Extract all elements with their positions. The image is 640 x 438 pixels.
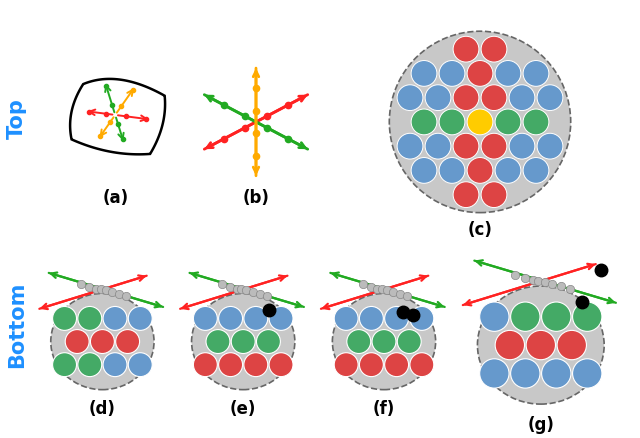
Circle shape <box>557 331 586 360</box>
Circle shape <box>244 307 268 331</box>
Circle shape <box>523 158 549 184</box>
Circle shape <box>269 307 293 331</box>
Circle shape <box>397 85 423 111</box>
Text: (d): (d) <box>89 399 116 417</box>
Circle shape <box>523 110 549 135</box>
Text: (e): (e) <box>230 399 257 417</box>
Circle shape <box>411 61 437 87</box>
Circle shape <box>90 330 115 354</box>
Circle shape <box>439 110 465 135</box>
Circle shape <box>453 37 479 63</box>
Circle shape <box>347 330 371 354</box>
Circle shape <box>495 331 525 360</box>
Circle shape <box>385 307 408 331</box>
Circle shape <box>537 134 563 160</box>
Circle shape <box>411 110 437 135</box>
Circle shape <box>360 307 383 331</box>
Circle shape <box>397 330 421 354</box>
Circle shape <box>453 134 479 160</box>
Polygon shape <box>70 80 165 155</box>
Circle shape <box>193 307 218 331</box>
Circle shape <box>467 158 493 184</box>
Circle shape <box>410 353 434 377</box>
Circle shape <box>389 32 571 213</box>
Circle shape <box>481 85 507 111</box>
Circle shape <box>269 353 293 377</box>
Circle shape <box>541 302 571 332</box>
Circle shape <box>439 61 465 87</box>
Text: Top: Top <box>6 98 27 139</box>
Circle shape <box>219 307 243 331</box>
Ellipse shape <box>477 286 604 404</box>
Circle shape <box>509 134 535 160</box>
Circle shape <box>537 85 563 111</box>
Text: (a): (a) <box>102 189 128 207</box>
Text: Bottom: Bottom <box>6 281 27 367</box>
Circle shape <box>573 302 602 332</box>
Circle shape <box>425 134 451 160</box>
Circle shape <box>219 353 243 377</box>
Circle shape <box>128 353 152 377</box>
Circle shape <box>495 110 521 135</box>
Circle shape <box>467 110 493 135</box>
Circle shape <box>481 182 507 208</box>
Text: (f): (f) <box>373 399 395 417</box>
Text: (g): (g) <box>527 415 554 433</box>
Circle shape <box>206 330 230 354</box>
Circle shape <box>453 182 479 208</box>
Circle shape <box>453 85 479 111</box>
Ellipse shape <box>51 294 154 390</box>
Circle shape <box>410 307 434 331</box>
Circle shape <box>103 353 127 377</box>
Circle shape <box>425 85 451 111</box>
Circle shape <box>511 302 540 332</box>
Circle shape <box>479 302 509 332</box>
Circle shape <box>52 307 77 331</box>
Circle shape <box>193 353 218 377</box>
Circle shape <box>385 353 408 377</box>
Circle shape <box>334 353 358 377</box>
Text: (c): (c) <box>468 221 492 239</box>
Circle shape <box>526 331 556 360</box>
Circle shape <box>128 307 152 331</box>
Circle shape <box>103 307 127 331</box>
Circle shape <box>65 330 89 354</box>
Ellipse shape <box>332 294 436 390</box>
Circle shape <box>509 85 535 111</box>
Circle shape <box>244 353 268 377</box>
Circle shape <box>481 134 507 160</box>
Circle shape <box>52 353 77 377</box>
Circle shape <box>411 158 437 184</box>
Circle shape <box>481 37 507 63</box>
Circle shape <box>257 330 280 354</box>
Circle shape <box>495 61 521 87</box>
Circle shape <box>372 330 396 354</box>
Circle shape <box>573 359 602 388</box>
Circle shape <box>439 158 465 184</box>
Circle shape <box>116 330 140 354</box>
Circle shape <box>360 353 383 377</box>
Circle shape <box>511 359 540 388</box>
Circle shape <box>334 307 358 331</box>
Circle shape <box>397 134 423 160</box>
Ellipse shape <box>191 294 295 390</box>
Circle shape <box>467 61 493 87</box>
Text: (b): (b) <box>243 189 269 207</box>
Circle shape <box>523 61 549 87</box>
Circle shape <box>495 158 521 184</box>
Circle shape <box>78 353 102 377</box>
Circle shape <box>78 307 102 331</box>
Circle shape <box>231 330 255 354</box>
Circle shape <box>541 359 571 388</box>
Circle shape <box>479 359 509 388</box>
